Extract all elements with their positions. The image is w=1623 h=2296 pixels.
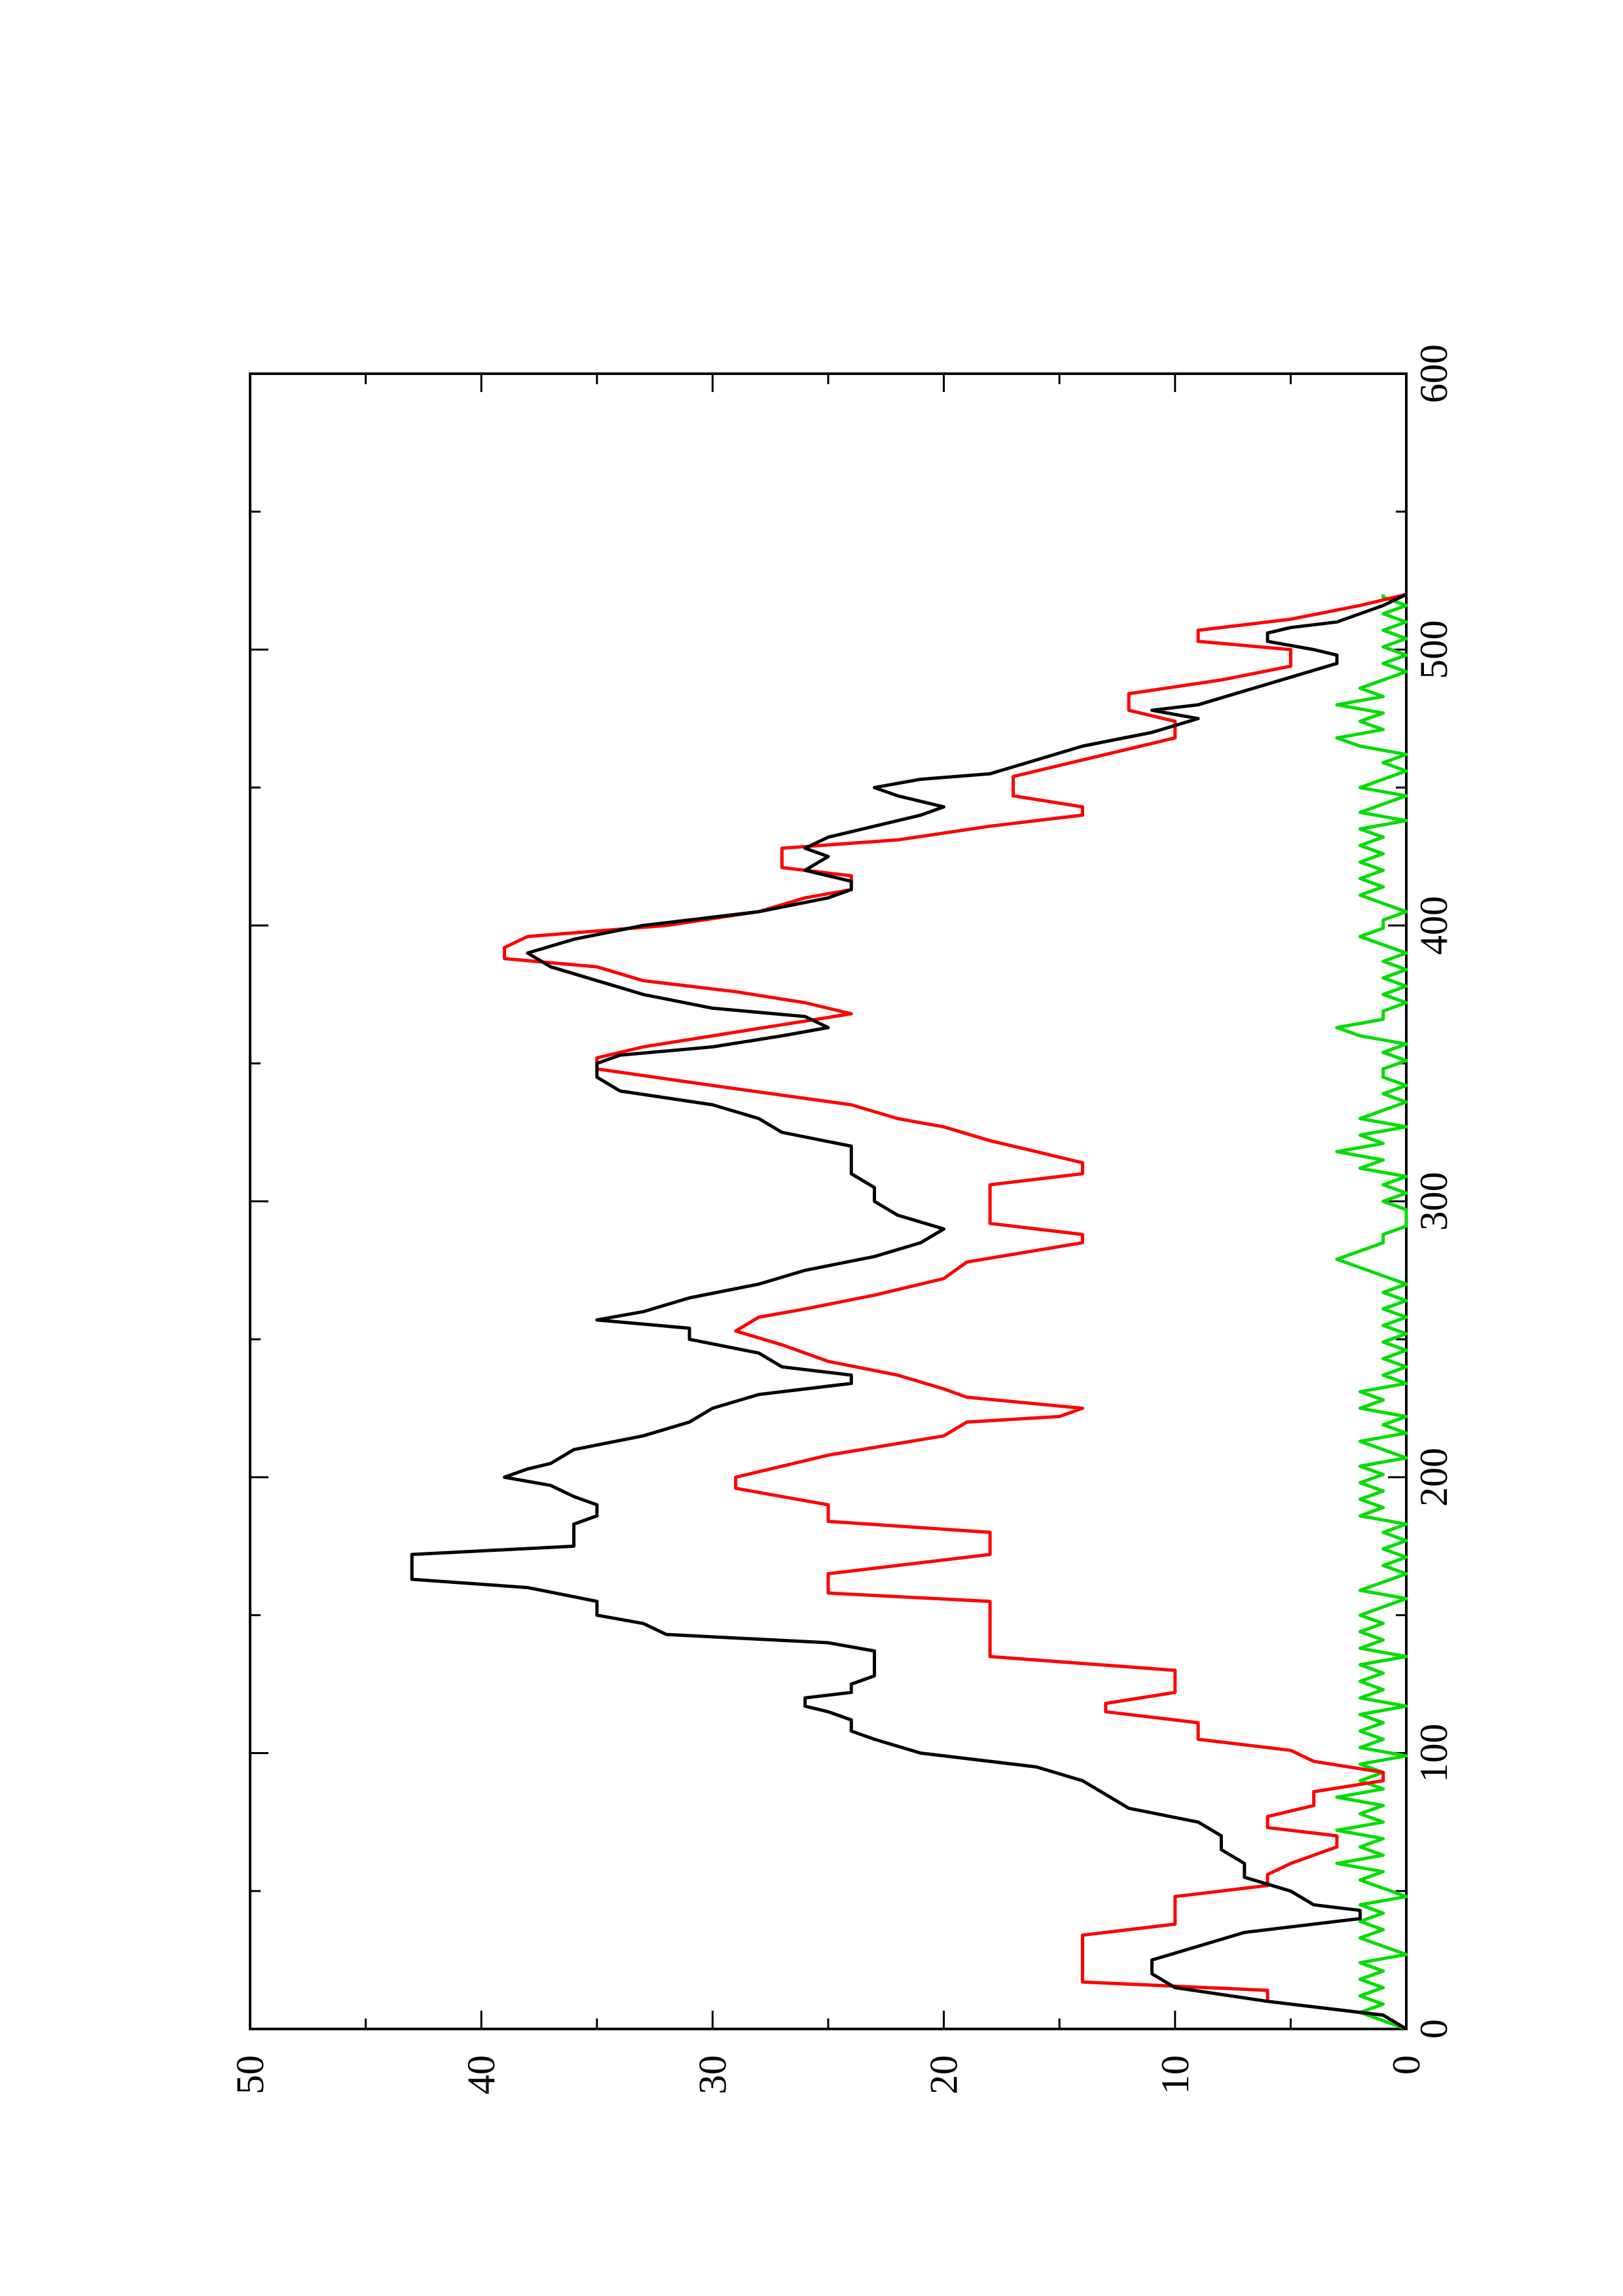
- plot-frame: [249, 372, 1408, 2030]
- y-tick-label: 10: [1154, 2055, 1197, 2094]
- series-line-3: [1335, 594, 1408, 2031]
- y-tick-label: 0: [1385, 2055, 1428, 2075]
- plot-area: 0 100 200 300 400 500 600 0 10 20 30 40 50: [228, 344, 1455, 2094]
- x-tick-label: 600: [1412, 344, 1455, 403]
- y-tick-label: 50: [228, 2055, 272, 2094]
- x-tick-label: 500: [1412, 620, 1455, 679]
- x-tick-label: 100: [1412, 1724, 1455, 1783]
- y-tick-label: 30: [691, 2055, 734, 2094]
- x-tick-label: 0: [1412, 2019, 1455, 2039]
- x-tick-label: 400: [1412, 896, 1455, 955]
- y-tick-label: 20: [922, 2055, 966, 2094]
- y-tick-label: 40: [460, 2055, 503, 2094]
- series-line-2: [503, 592, 1408, 2031]
- x-tick-label: 300: [1412, 1172, 1455, 1231]
- x-tick-label: 200: [1412, 1448, 1455, 1507]
- series-line-1: [410, 592, 1408, 2031]
